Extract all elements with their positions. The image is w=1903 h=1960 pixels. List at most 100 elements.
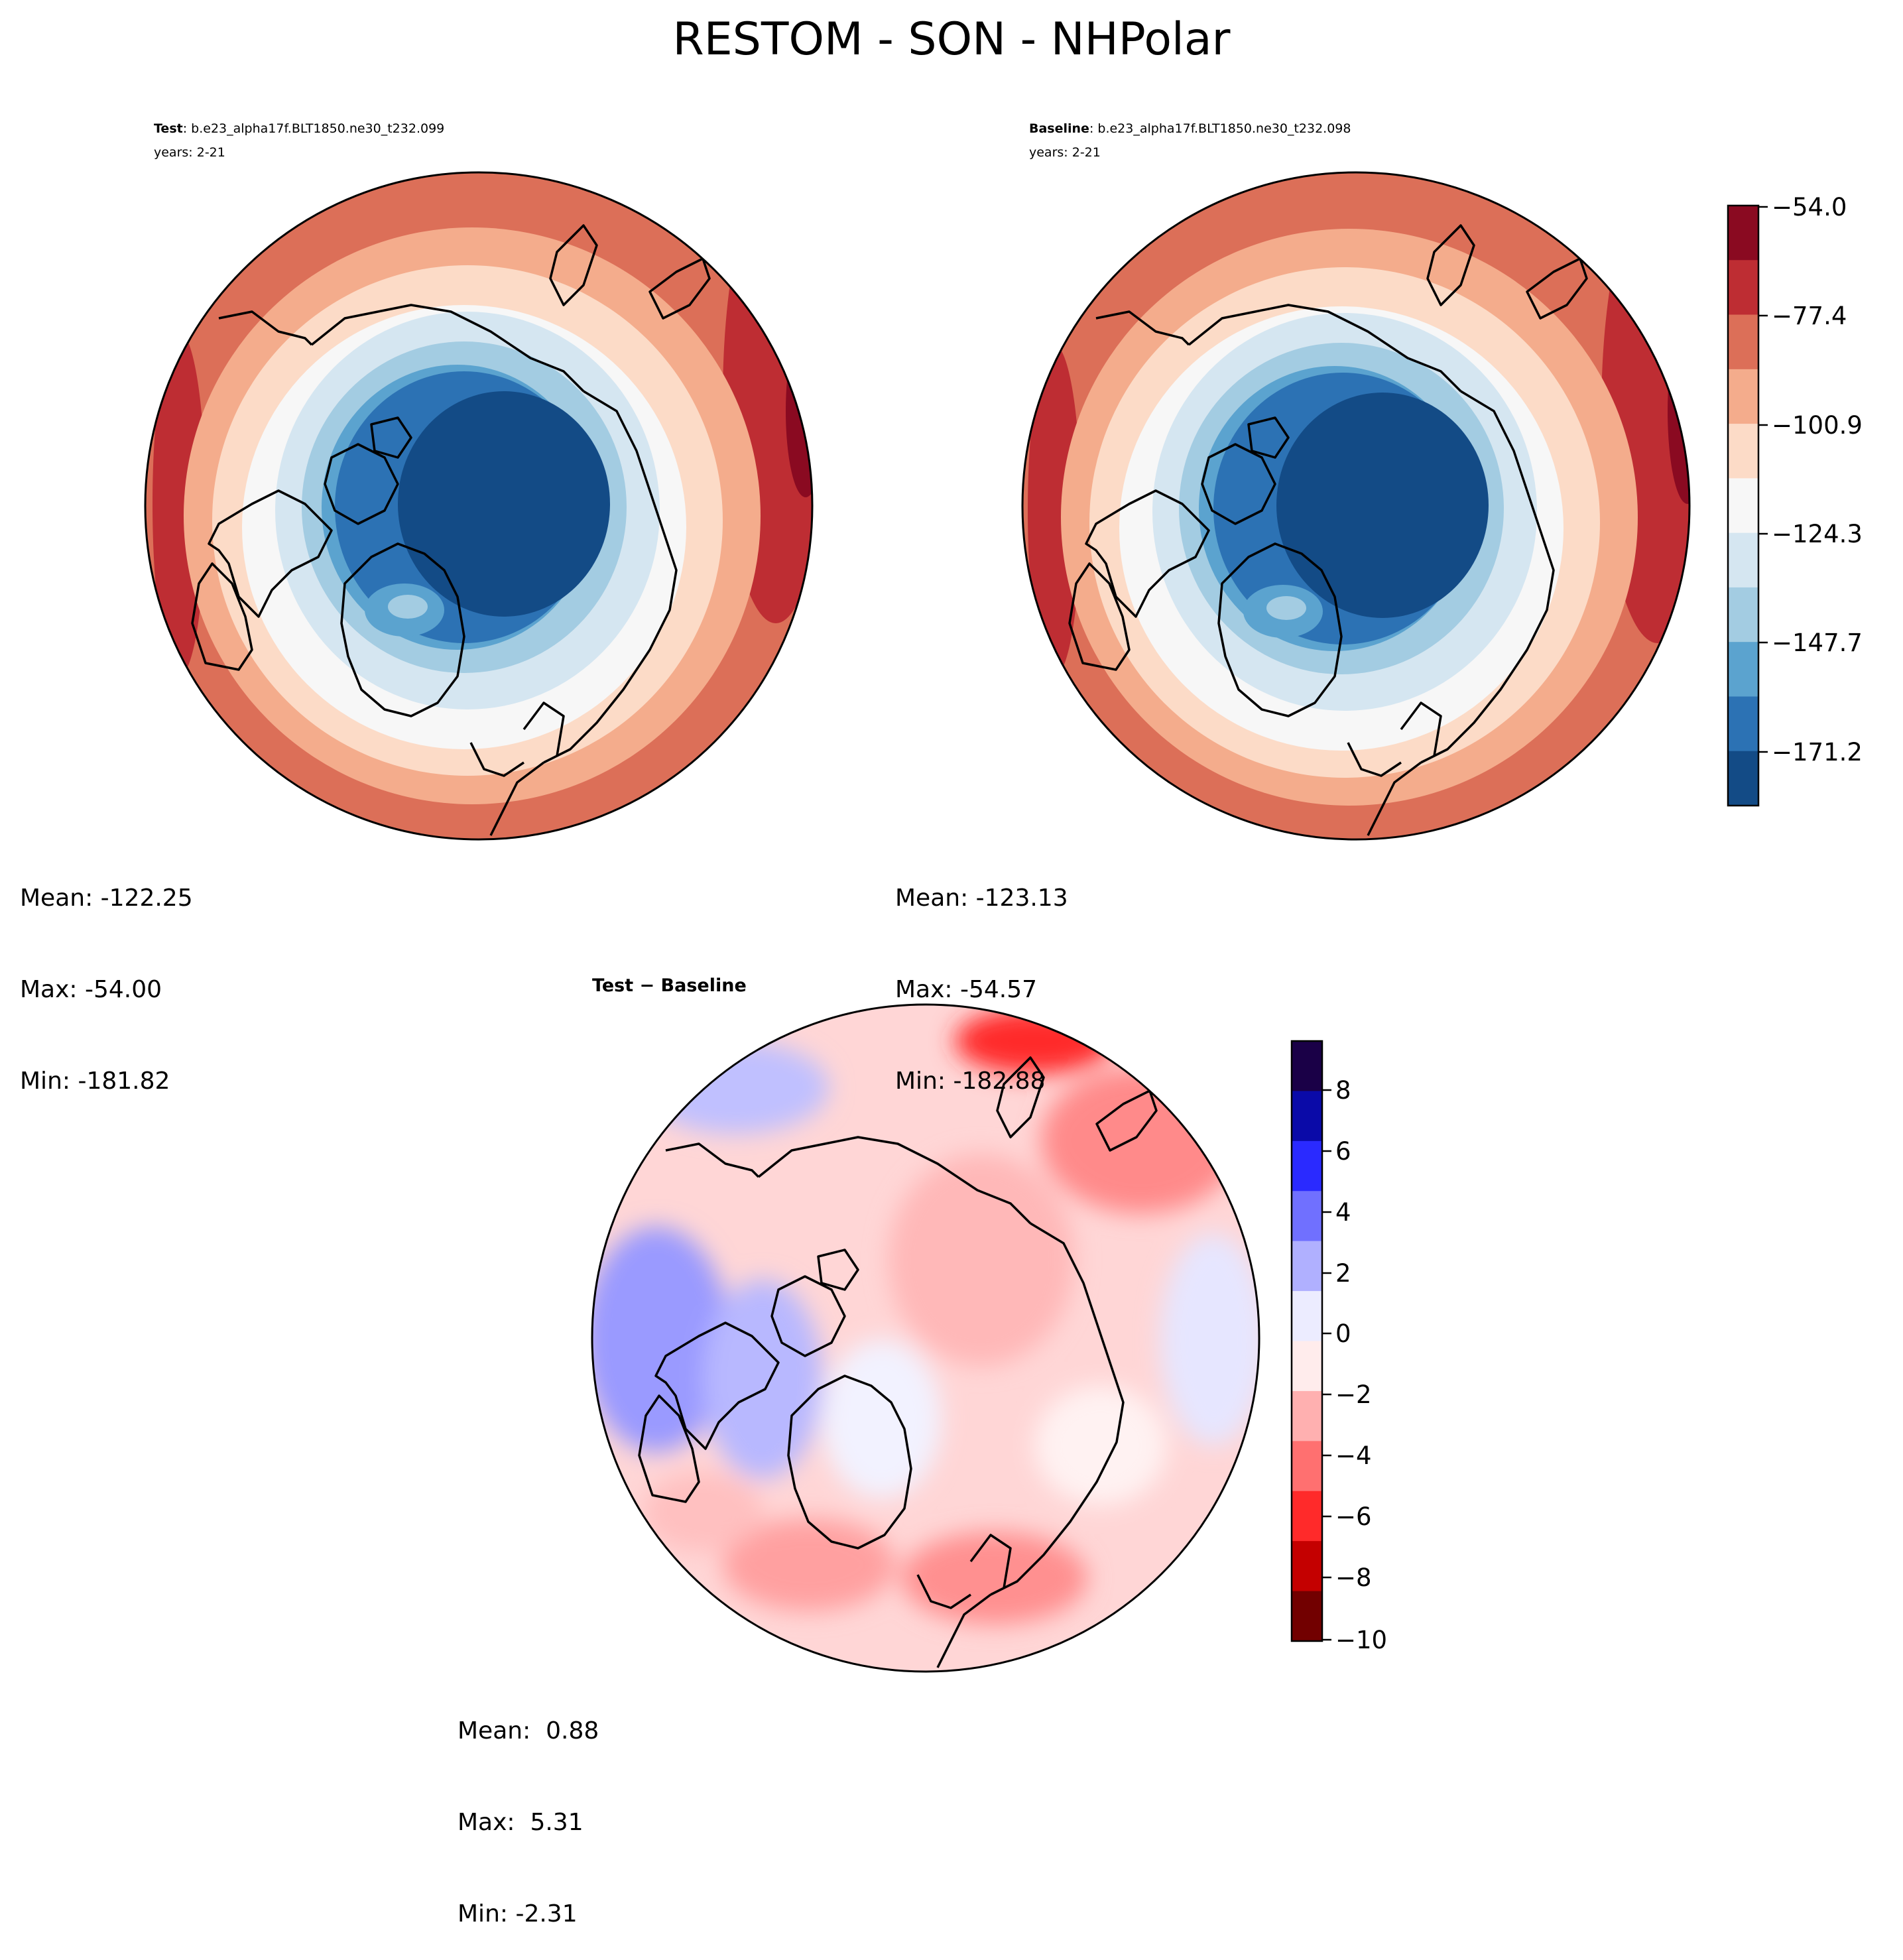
colorbar-diff-segments	[1292, 1041, 1322, 1642]
europe-coast	[936, 1534, 1012, 1668]
siberia-coast	[1420, 390, 1555, 764]
anom-cool-w	[592, 1227, 729, 1452]
colorbar-diff-segment	[1292, 1191, 1322, 1242]
ring-red-west	[1028, 345, 1081, 676]
colorbar-diff-ticks: 8 6 4 2 0 −2 −4 −6 −8 −10	[1322, 1076, 1387, 1654]
colorbar-diff-segment	[1292, 1140, 1322, 1192]
baseline-years: years: 2-21	[1029, 145, 1101, 160]
colorbar-main-frame	[1727, 204, 1760, 807]
colorbar-diff-segment	[1292, 1341, 1322, 1392]
diff-panel-title: Test − Baseline	[592, 975, 747, 996]
cb-diff-tick-label: 2	[1335, 1259, 1351, 1288]
russia-north-coast	[757, 1136, 1032, 1225]
colorbar-main-segment	[1728, 478, 1758, 534]
test-min: Min: -181.82	[20, 1068, 170, 1095]
coastlines	[191, 198, 797, 836]
colorbar-main-segment	[1728, 532, 1758, 588]
chukotka-coast	[665, 1142, 760, 1178]
colorbar-diff-segment	[1292, 1541, 1322, 1592]
ring-red-west	[153, 332, 206, 676]
colorbar-main-segment	[1728, 696, 1758, 752]
arctic-islands	[324, 416, 412, 525]
scandinavia-coast	[469, 742, 524, 777]
canada-coast	[1085, 489, 1210, 618]
colorbar-main-segment	[1728, 206, 1758, 261]
baseline-map-frame	[1021, 171, 1691, 841]
cb-main-tick-label: −54.0	[1772, 193, 1847, 221]
test-label-rest: : b.e23_alpha17f.BLT1850.ne30_t232.099	[183, 121, 445, 136]
cb-diff-tick-label: 0	[1335, 1319, 1351, 1348]
test-map	[145, 172, 812, 839]
anom-cool-nw	[643, 1041, 829, 1134]
test-panel-title: Test: b.e23_alpha17f.BLT1850.ne30_t232.0…	[154, 121, 444, 136]
anom-warm-sw	[643, 1472, 763, 1552]
diff-min: Min: -2.31	[458, 1900, 578, 1928]
figure-title: RESTOM - SON - NHPolar	[673, 13, 1231, 66]
colorbar-main: −54.0 −77.4 −100.9 −124.3 −147.7 −171.2	[1727, 193, 1863, 807]
scandinavia-coast	[916, 1574, 971, 1609]
test-max: Max: -54.00	[20, 976, 162, 1003]
baseline-max: Max: -54.57	[895, 976, 1038, 1003]
kamchatka-coast	[648, 257, 711, 320]
colorbar-main-segment	[1728, 369, 1758, 424]
ring-dark-east	[786, 325, 812, 497]
colorbar-main-segment	[1728, 751, 1758, 806]
baseline-label-rest: : b.e23_alpha17f.BLT1850.ne30_t232.098	[1089, 121, 1351, 136]
diff-mean: Mean: 0.88	[458, 1717, 599, 1745]
diff-max: Max: 5.31	[458, 1809, 583, 1836]
bering-coast	[662, 198, 797, 240]
anom-neutral-1	[822, 1339, 942, 1499]
scandinavia-coast	[1347, 742, 1402, 777]
test-stats: Mean: -122.25 Max: -54.00 Min: -181.82	[20, 822, 193, 1127]
russia-north-coast	[1188, 304, 1462, 393]
cb-diff-tick-label: 4	[1335, 1198, 1351, 1227]
colorbar-diff: 8 6 4 2 0 −2 −4 −6 −8 −10	[1290, 1040, 1387, 1654]
cb-diff-tick-label: 8	[1335, 1076, 1351, 1105]
anom-cool-greenland	[703, 1280, 822, 1479]
alaska-coast	[1068, 562, 1131, 671]
diff-map	[592, 1005, 1259, 1672]
baseline-label-bold: Baseline	[1029, 121, 1089, 136]
ring-9	[1276, 393, 1489, 618]
ring-9	[398, 391, 610, 617]
baseline-mean: Mean: -123.13	[895, 885, 1068, 912]
test-map-frame	[144, 171, 814, 841]
cb-main-tick-label: −100.9	[1772, 411, 1863, 440]
kamchatka-coast	[1095, 1089, 1158, 1152]
cb-diff-tick-label: −4	[1335, 1441, 1372, 1470]
cb-diff-tick-label: −10	[1335, 1626, 1387, 1654]
europe-coast	[489, 702, 565, 836]
colorbar-diff-segment	[1292, 1291, 1322, 1342]
colorbar-diff-frame	[1290, 1040, 1323, 1642]
bering-coast	[1109, 1030, 1244, 1072]
baseline-min: Min: -182.88	[895, 1068, 1046, 1095]
colorbar-diff-segment	[1292, 1390, 1322, 1441]
chukotka-coast	[218, 310, 313, 346]
colorbar-main-segment	[1728, 314, 1758, 370]
greenland-core	[388, 595, 428, 619]
cb-main-tick-label: −77.4	[1772, 302, 1847, 330]
anom-warm-se	[902, 1532, 1087, 1624]
kamchatka-coast	[1526, 257, 1588, 320]
arctic-islands	[770, 1249, 859, 1357]
alaska-coast	[191, 562, 253, 671]
canada-coast	[208, 489, 333, 618]
greenland-coast	[340, 542, 465, 717]
bering-coast	[1539, 198, 1674, 240]
cb-main-tick-label: −124.3	[1772, 520, 1863, 548]
cb-diff-tick-label: −8	[1335, 1563, 1372, 1592]
colorbar-diff-segment	[1292, 1591, 1322, 1642]
colorbar-main-segment	[1728, 587, 1758, 643]
greenland-coast	[1217, 542, 1343, 717]
anom-neutral-2	[1034, 1386, 1167, 1505]
colorbar-main-ticks: −54.0 −77.4 −100.9 −124.3 −147.7 −171.2	[1758, 193, 1863, 766]
cb-diff-tick-label: −2	[1335, 1380, 1372, 1409]
greenland-coast	[787, 1375, 912, 1550]
greenland-core	[1266, 596, 1306, 620]
anom-cool-east	[1160, 1233, 1259, 1445]
colorbar-main-segments	[1728, 206, 1758, 806]
baseline-panel-title: Baseline: b.e23_alpha17f.BLT1850.ne30_t2…	[1029, 121, 1351, 136]
siberia-coast	[543, 390, 678, 764]
colorbar-diff-segment	[1292, 1241, 1322, 1292]
canada-coast	[654, 1321, 780, 1450]
